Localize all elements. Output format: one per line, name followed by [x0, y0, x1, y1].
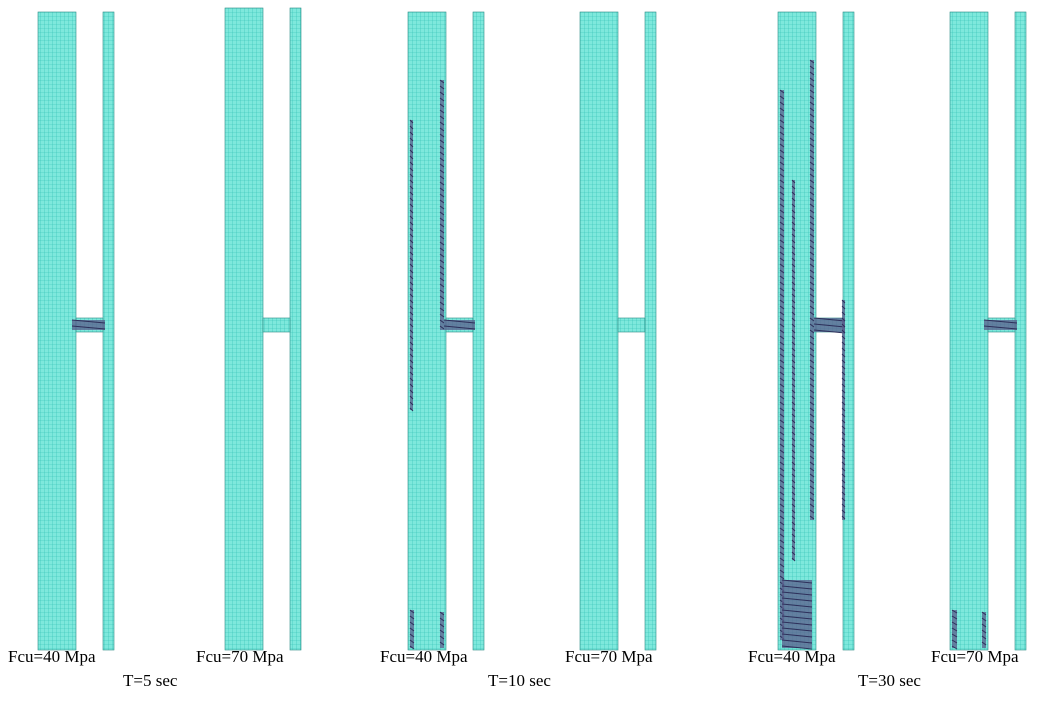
model-label-fcu40-t30: Fcu=40 Mpa [748, 647, 836, 666]
time-label-t30: T=30 sec [858, 671, 921, 690]
mesh-model-2-1 [407, 11, 485, 651]
model-label-fcu70-t10: Fcu=70 Mpa [565, 647, 653, 666]
mesh-model-3-2 [949, 11, 1027, 651]
mesh-model-3-1 [777, 11, 855, 651]
model-label-fcu40-t5: Fcu=40 Mpa [8, 647, 96, 666]
mesh-model-1-1 [37, 11, 115, 651]
mesh-model-1-2 [224, 7, 302, 651]
time-label-t5: T=5 sec [123, 671, 178, 690]
model-label-fcu40-t10: Fcu=40 Mpa [380, 647, 468, 666]
time-label-t10: T=10 sec [488, 671, 551, 690]
mesh-model-2-2 [579, 11, 657, 651]
model-label-fcu70-t30: Fcu=70 Mpa [931, 647, 1019, 666]
model-label-fcu70-t5: Fcu=70 Mpa [196, 647, 284, 666]
